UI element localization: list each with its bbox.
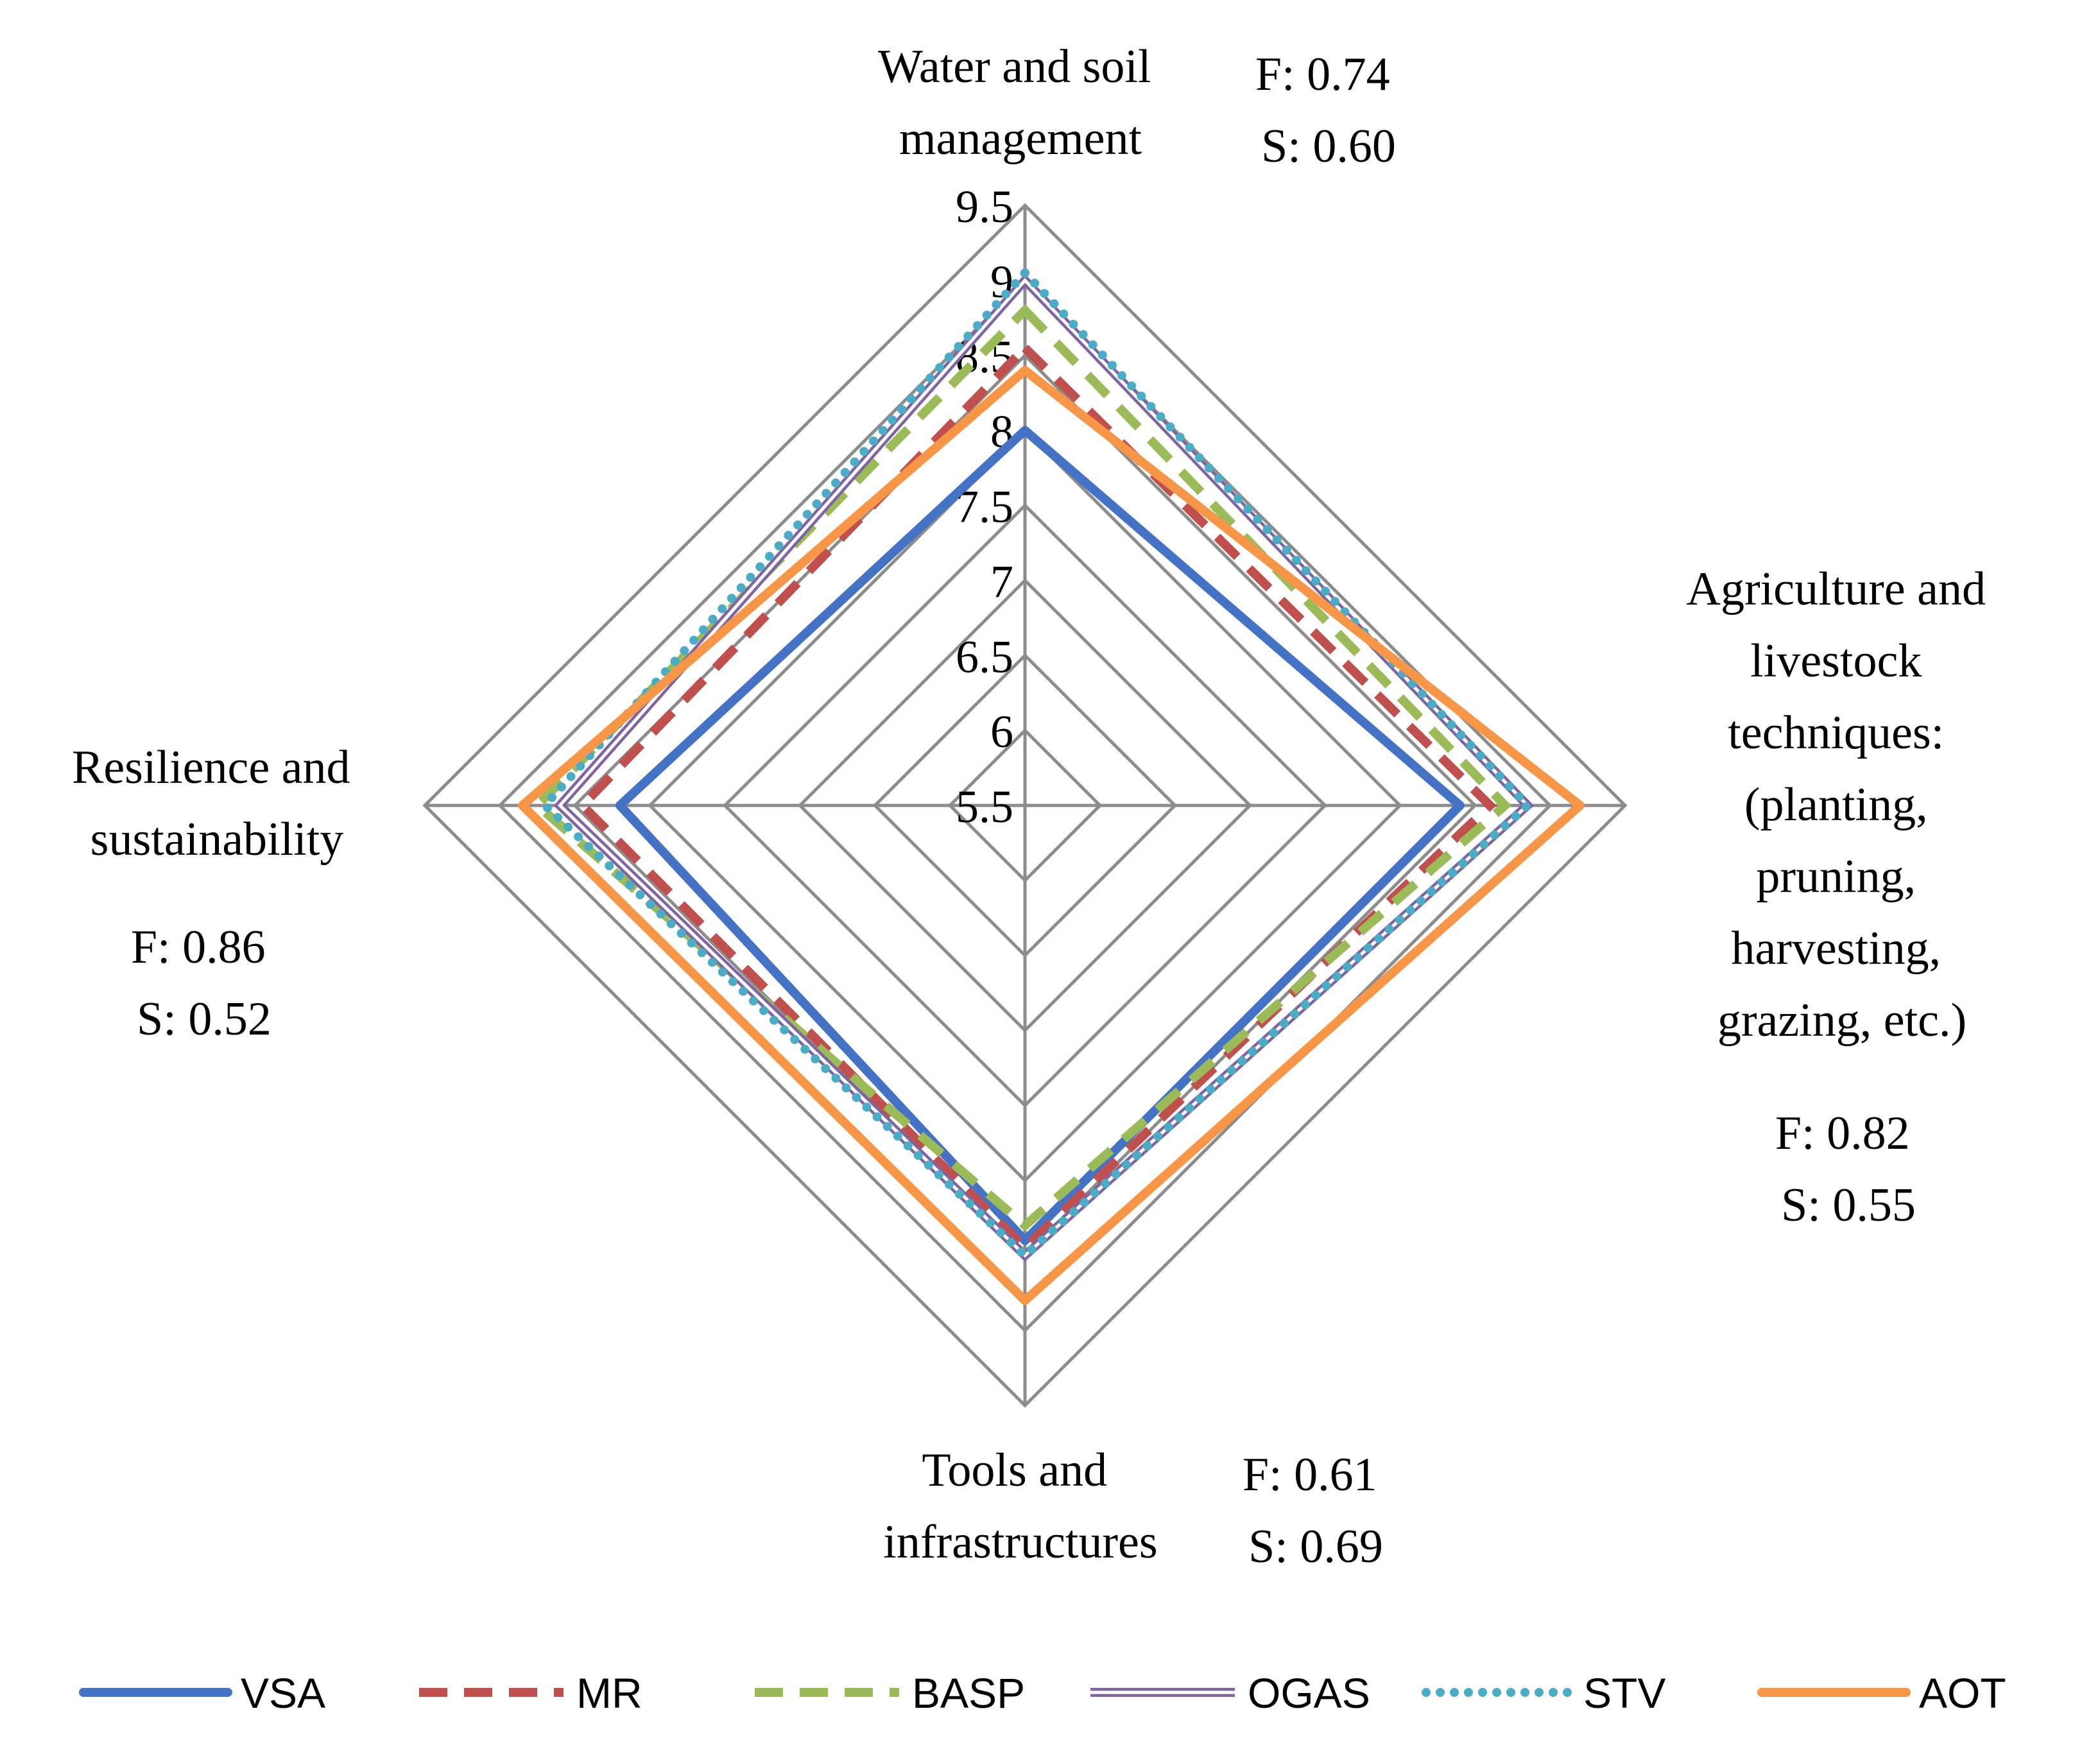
axis-stats-tools: F: 0.61 S: 0.69 (1243, 1449, 1389, 1573)
series-vsa (615, 426, 1465, 1245)
series-basp (531, 304, 1512, 1232)
series-line-basp (531, 304, 1512, 1232)
series-line-mr (576, 341, 1497, 1255)
legend-item-mr: MR (419, 1669, 642, 1717)
legend-item-basp: BASP (755, 1669, 1025, 1717)
series-lines (517, 268, 1585, 1305)
axis-label-water: Water and soil management (878, 40, 1163, 165)
series-ogas (553, 273, 1535, 1262)
axis-label-agriculture: Agriculture and livestock techniques: (p… (1687, 563, 1998, 1047)
tick-label: 6 (990, 706, 1013, 757)
legend-item-stv: STV (1422, 1669, 1665, 1717)
legend-item-ogas: OGAS (1090, 1669, 1370, 1717)
series-line-ogas (553, 273, 1535, 1262)
axis-label-resilience: Resilience and sustainability (72, 741, 362, 866)
series-line-stv (540, 268, 1533, 1260)
legend-label: STV (1583, 1669, 1665, 1717)
axis-stats-agriculture: F: 0.82 S: 0.55 (1775, 1107, 1922, 1232)
legend-label: VSA (241, 1669, 325, 1717)
series-aot (517, 366, 1585, 1305)
axis-stats-water: F: 0.74 S: 0.60 (1255, 48, 1402, 173)
legend-label: MR (576, 1669, 642, 1717)
legend-item-aot: AOT (1757, 1669, 2006, 1717)
tick-labels: 5.566.577.588.599.5 (956, 181, 1013, 832)
tick-label: 5.5 (956, 781, 1013, 832)
legend-item-vsa: VSA (79, 1669, 325, 1717)
legend-label: BASP (912, 1669, 1025, 1717)
series-line-vsa (615, 426, 1465, 1245)
tick-label: 6.5 (956, 631, 1013, 682)
tick-label: 9.5 (956, 181, 1013, 232)
legend-label: AOT (1919, 1669, 2006, 1717)
tick-label: 7 (990, 556, 1013, 607)
series-line-aot (517, 366, 1585, 1305)
legend: VSA MR BASP OGAS STV AOT (79, 1669, 2006, 1717)
axis-label-tools: Tools and infrastructures (883, 1444, 1157, 1569)
series-stv (540, 268, 1533, 1260)
series-mr (576, 341, 1497, 1255)
series-line-inner-ogas (557, 278, 1530, 1258)
axis-stats-resilience: F: 0.86 S: 0.52 (131, 921, 277, 1045)
legend-label: OGAS (1248, 1669, 1370, 1717)
